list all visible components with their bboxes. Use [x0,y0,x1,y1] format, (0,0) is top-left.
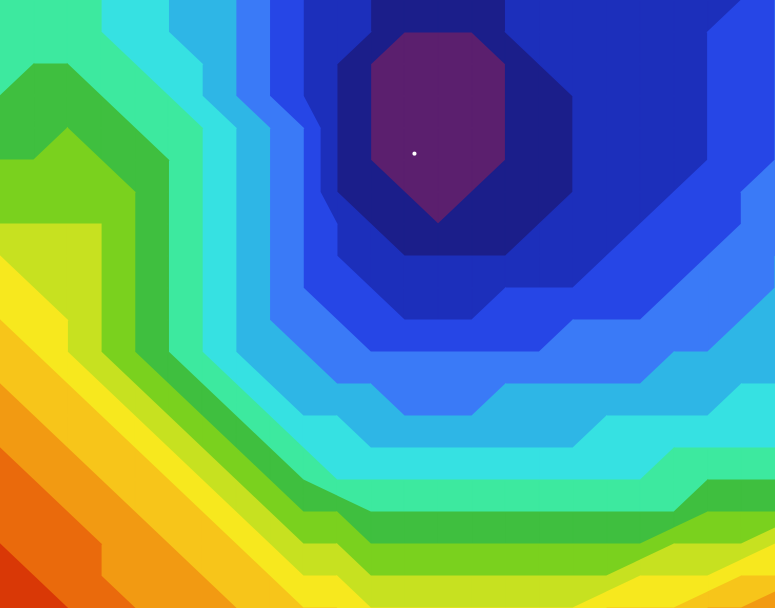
marker-dot [412,152,416,156]
contour-plot [0,0,775,608]
